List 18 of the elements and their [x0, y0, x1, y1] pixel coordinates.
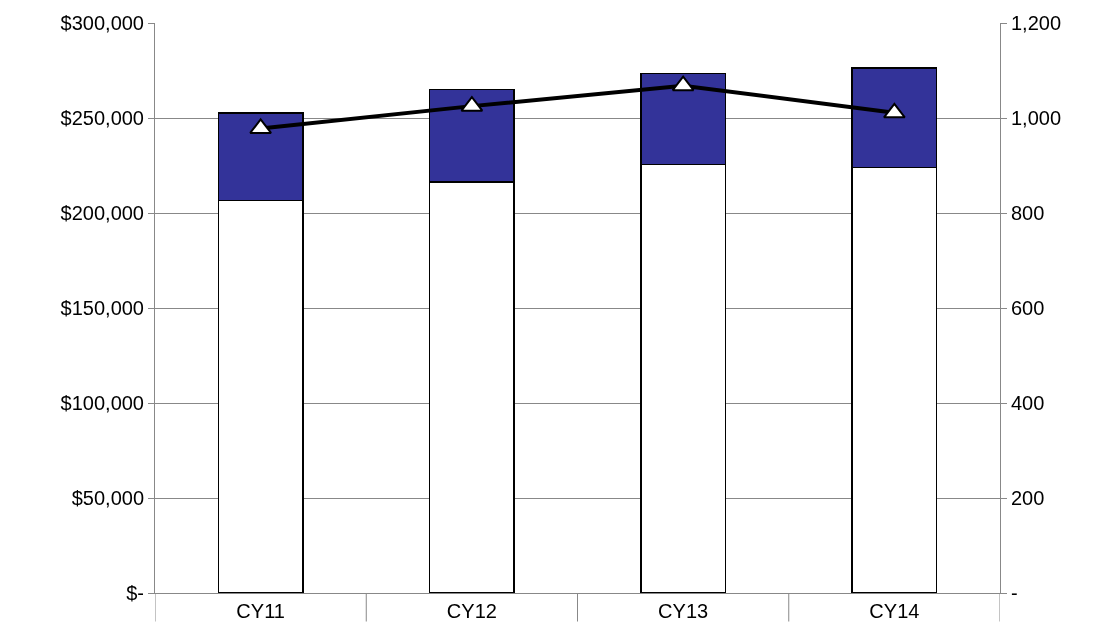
y-tick-label: $150,000 [60, 297, 144, 319]
y2-tick-label: - [1011, 582, 1018, 604]
y2-tick-label: 800 [1011, 202, 1045, 224]
x-tick-label: CY13 [658, 600, 709, 622]
y2-tick-label: 400 [1011, 392, 1045, 414]
y-tick-label: $300,000 [60, 12, 144, 34]
x-tick-label: CY14 [869, 600, 920, 622]
x-tick-label: CY12 [446, 600, 497, 622]
x-tick-label: CY11 [236, 600, 285, 622]
y2-tick-label: 200 [1011, 487, 1045, 509]
y-tick-label: $100,000 [60, 392, 144, 414]
y-tick-label: $200,000 [60, 202, 144, 224]
y2-tick-label: 1,000 [1011, 107, 1062, 129]
y2-tick-label: 1,200 [1011, 12, 1062, 34]
y2-tick-label: 600 [1011, 297, 1045, 319]
y-tick-label: $250,000 [60, 107, 144, 129]
y-tick-label: $50,000 [71, 487, 144, 509]
y-tick-label: $- [126, 582, 144, 604]
